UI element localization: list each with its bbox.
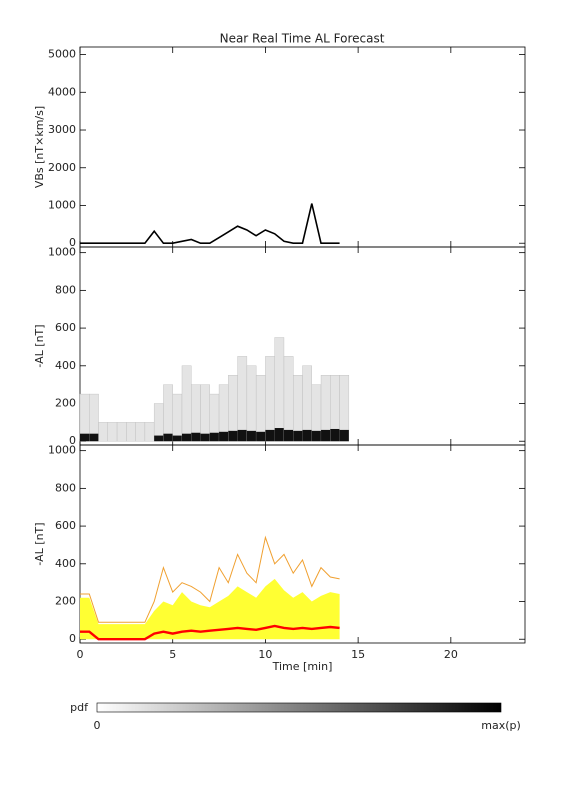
x-tick-label: 0 — [77, 648, 84, 661]
density-core — [191, 432, 201, 442]
y-tick-label: 800 — [55, 283, 76, 296]
y-tick-label: 0 — [69, 632, 76, 645]
density-spread — [98, 422, 109, 442]
y-tick-label: 0 — [69, 236, 76, 249]
density-spread — [181, 365, 192, 442]
density-spread — [246, 365, 257, 442]
y-tick-label: 4000 — [48, 85, 76, 98]
y-tick-label: 400 — [55, 557, 76, 570]
chart-title: Near Real Time AL Forecast — [220, 32, 385, 46]
density-core — [172, 435, 182, 442]
x-tick-label: 20 — [444, 648, 458, 661]
y-tick-label: 600 — [55, 321, 76, 334]
y-tick-label: 1000 — [48, 198, 76, 211]
density-core — [293, 430, 303, 442]
density-spread — [126, 422, 136, 442]
density-core — [311, 430, 322, 442]
y-tick-label: 2000 — [48, 161, 76, 174]
colorbar-min: 0 — [94, 719, 101, 732]
y-tick-label: 400 — [55, 359, 76, 372]
density-core — [321, 429, 331, 442]
colorbar — [96, 702, 502, 713]
y-tick-label: 5000 — [48, 48, 76, 61]
density-core — [80, 433, 90, 442]
density-core — [89, 433, 99, 442]
y-tick-label: 600 — [55, 519, 76, 532]
density-core — [209, 432, 220, 442]
upper-line — [80, 535, 340, 623]
vbs-line — [80, 203, 340, 244]
density-core — [283, 429, 294, 442]
density-core — [256, 431, 266, 442]
x-tick-label: 5 — [169, 648, 176, 661]
y-tick-label: 200 — [55, 595, 76, 608]
density-core — [237, 429, 247, 442]
density-spread — [237, 356, 248, 442]
median-line — [80, 624, 340, 641]
y-axis-label: -AL [nT] — [33, 522, 46, 565]
y-tick-label: 0 — [69, 434, 76, 447]
x-axis-label: Time [min] — [272, 660, 333, 673]
density-spread — [163, 384, 173, 442]
y-tick-label: 800 — [55, 481, 76, 494]
density-spread — [144, 422, 155, 442]
density-core — [330, 428, 340, 442]
density-core — [219, 431, 229, 442]
plot-frame — [79, 46, 526, 248]
density-spread — [172, 393, 183, 442]
density-spread — [89, 393, 99, 442]
y-tick-label: 3000 — [48, 123, 76, 136]
y-tick-label: 200 — [55, 397, 76, 410]
density-core — [163, 433, 173, 442]
density-core — [246, 430, 257, 442]
band-area — [80, 578, 340, 640]
density-spread — [116, 422, 127, 442]
density-spread — [255, 375, 266, 442]
colorbar-max: max(p) — [481, 719, 521, 732]
density-core — [274, 428, 284, 442]
density-core — [200, 433, 210, 442]
density-spread — [283, 356, 294, 442]
plot-frame — [79, 444, 526, 644]
y-axis-label: -AL [nT] — [33, 324, 46, 367]
x-tick-label: 15 — [351, 648, 365, 661]
density-core — [302, 429, 312, 442]
y-tick-label: 1000 — [48, 444, 76, 457]
density-spread — [135, 422, 146, 442]
density-spread — [107, 422, 118, 442]
density-spread — [265, 356, 275, 442]
y-axis-label: VBs [nT×km/s] — [33, 106, 46, 188]
density-core — [339, 429, 349, 442]
y-tick-label: 1000 — [48, 246, 76, 259]
density-core — [181, 433, 192, 442]
density-core — [154, 435, 164, 442]
density-spread — [200, 384, 210, 442]
colorbar-label: pdf — [70, 701, 89, 714]
density-core — [265, 429, 275, 442]
x-tick-label: 10 — [258, 648, 272, 661]
density-spread — [274, 337, 285, 442]
density-core — [228, 430, 238, 442]
